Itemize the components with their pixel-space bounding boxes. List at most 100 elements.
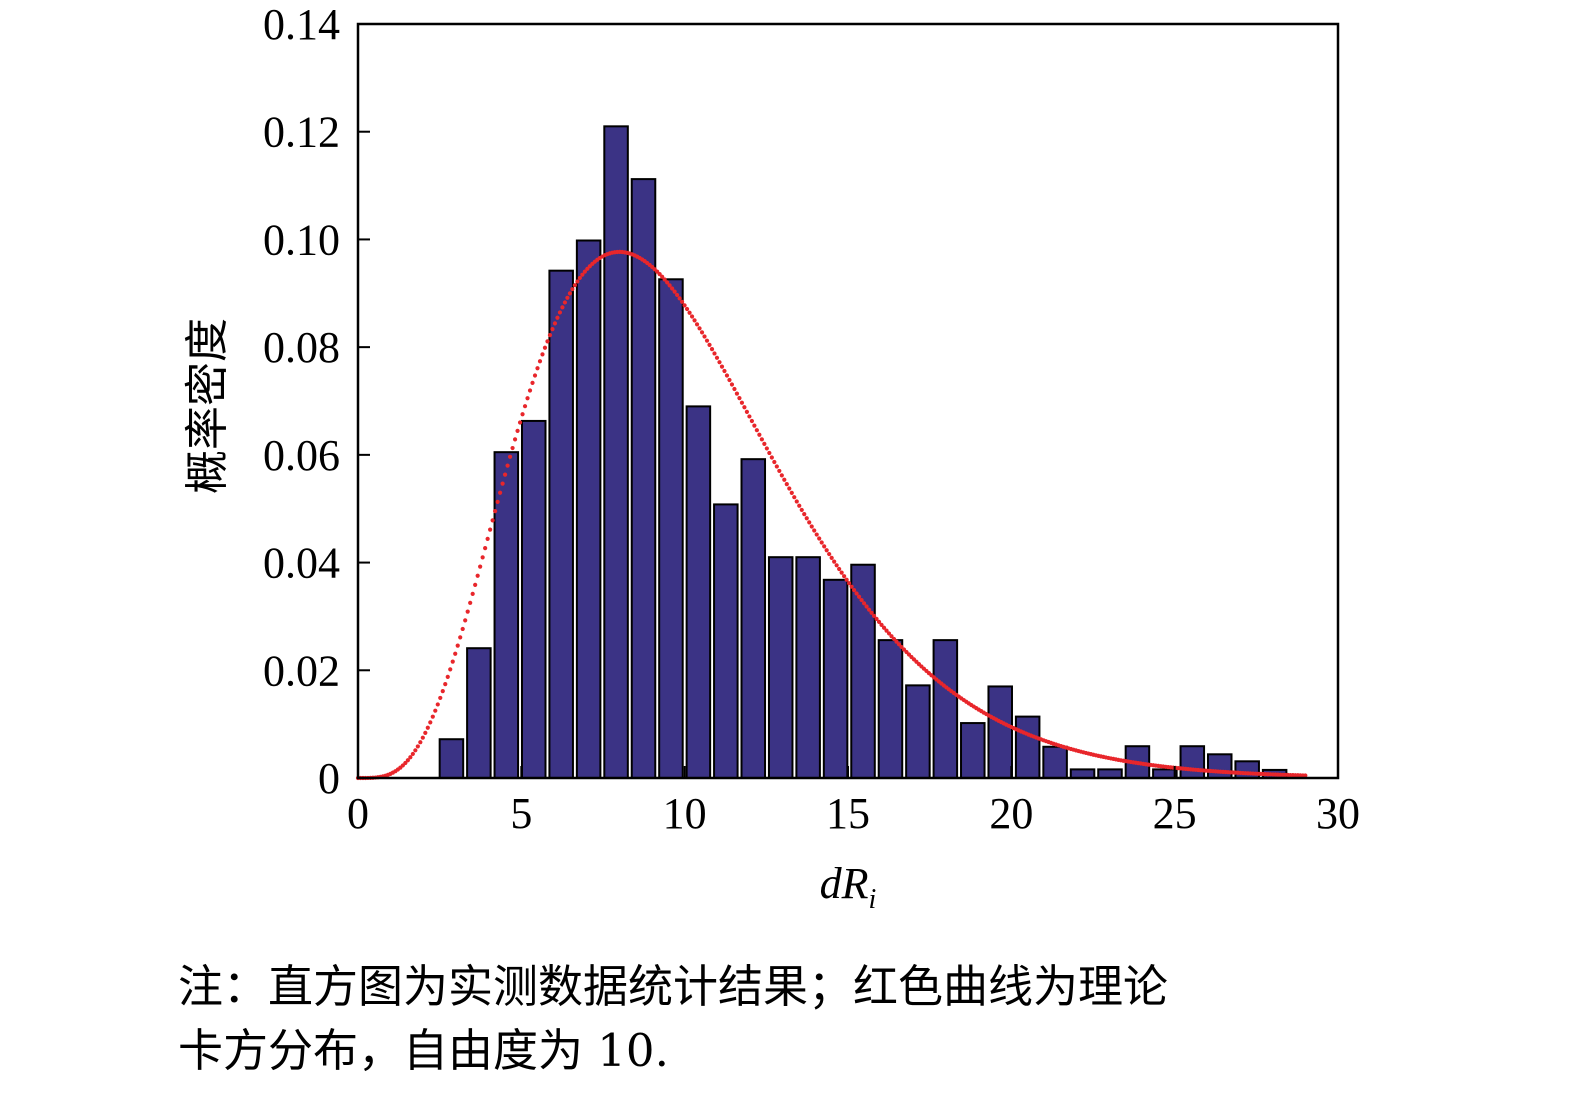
curve-point: [413, 748, 418, 753]
curve-point: [480, 555, 485, 560]
histogram-bar: [767, 556, 794, 780]
curve-point: [455, 643, 460, 648]
curve-point: [660, 274, 665, 279]
histogram-bar: [1206, 753, 1233, 779]
curve-point: [572, 283, 577, 288]
curve-point: [774, 464, 779, 469]
x-tick-label: 0: [347, 789, 369, 838]
curve-point: [859, 597, 864, 603]
curve-point: [822, 544, 827, 549]
curve-point: [742, 405, 747, 410]
curve-point: [545, 339, 550, 344]
curve-point: [403, 760, 408, 766]
curve-point: [784, 482, 789, 487]
y-tick-label: 0: [318, 754, 340, 803]
curve-point: [879, 622, 884, 627]
curve-point: [772, 459, 777, 465]
curve-point: [802, 512, 807, 517]
histogram-bar: [1069, 768, 1096, 780]
curve-point: [488, 527, 493, 532]
curve-point: [415, 744, 420, 749]
curve-point: [557, 310, 563, 315]
curve-point: [540, 352, 545, 357]
x-tick-label: 30: [1316, 789, 1360, 838]
curve-point: [498, 490, 503, 495]
histogram-bar: [1152, 768, 1178, 780]
curve-point: [505, 463, 510, 468]
curve-point: [852, 587, 857, 593]
curve-point: [560, 305, 565, 310]
curve-point: [779, 473, 784, 478]
curve-point: [495, 499, 500, 504]
curve-point: [465, 609, 470, 614]
curve-point: [458, 635, 463, 640]
curve-point: [777, 468, 782, 474]
curve-point: [675, 292, 680, 298]
curve-point: [871, 613, 877, 618]
curve-point: [470, 591, 475, 596]
curve-point: [832, 559, 837, 564]
curve-point: [520, 412, 525, 417]
curve-point: [577, 275, 582, 281]
curve-point: [423, 730, 428, 735]
curve-point: [510, 445, 515, 451]
curve-point: [824, 548, 829, 553]
curve-point: [724, 373, 730, 378]
curve-point: [692, 318, 697, 323]
curve-point: [565, 295, 570, 300]
curve-point: [562, 300, 568, 305]
histogram-bar: [1097, 768, 1123, 780]
curve-point: [757, 432, 762, 437]
histogram-bar: [932, 639, 959, 780]
curve-point: [525, 396, 530, 401]
curve-point: [570, 287, 575, 292]
curve-point: [789, 490, 794, 495]
curve-point: [792, 495, 797, 500]
curve-point: [817, 536, 822, 541]
curve-point: [844, 577, 849, 582]
curve-point: [468, 600, 473, 605]
curve-point: [869, 610, 874, 615]
curve-point: [433, 708, 438, 713]
curve-point: [894, 639, 899, 644]
x-axis-title-subscript: i: [869, 884, 877, 915]
curve-point: [453, 651, 458, 656]
curve-point: [582, 269, 587, 274]
y-tick-label: 0.02: [263, 646, 340, 695]
curve-point: [849, 584, 854, 589]
curve-point: [405, 758, 410, 763]
curve-point: [408, 755, 413, 760]
histogram-bar: [905, 684, 931, 780]
curve-point: [550, 327, 555, 332]
curve-point: [699, 330, 705, 335]
curve-point: [684, 306, 690, 312]
curve-point: [697, 326, 702, 331]
curve-point: [747, 414, 752, 419]
curve-point: [837, 566, 842, 572]
curve-point: [418, 740, 423, 745]
curve-point: [537, 359, 543, 364]
curve-point: [522, 404, 528, 409]
curve-point: [670, 286, 675, 291]
curve-point: [707, 342, 712, 347]
curve-point: [555, 315, 560, 320]
histogram-bar: [1014, 715, 1041, 779]
curve-point: [874, 616, 879, 622]
curve-point: [864, 604, 869, 609]
histogram-bar: [1179, 745, 1206, 780]
curve-point: [886, 631, 892, 636]
curve-point: [839, 570, 844, 575]
curve-point: [729, 382, 735, 387]
y-axis-title: 概率密度: [183, 318, 232, 494]
curve-point: [717, 360, 722, 365]
curve-point: [807, 520, 812, 525]
curve-point: [876, 619, 882, 624]
curve-point: [542, 345, 548, 350]
curve-point: [507, 454, 513, 459]
histogram-bar: [575, 239, 602, 779]
histogram-bar: [877, 639, 904, 780]
curve-point: [478, 564, 483, 569]
curve-point: [517, 420, 523, 425]
curve-point: [899, 644, 904, 650]
curve-point: [764, 446, 769, 451]
